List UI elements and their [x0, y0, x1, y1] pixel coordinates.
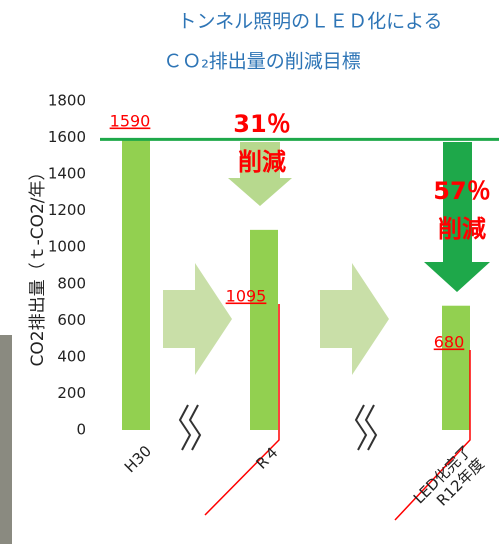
y-tick-label: 1800 [48, 92, 86, 110]
data-label: 1095 [226, 287, 267, 306]
y-tick-label: 1200 [48, 201, 86, 219]
y-tick-label: 1000 [48, 238, 86, 256]
arrow [163, 263, 232, 375]
chart-title: トンネル照明のＬＥＤ化による [177, 11, 442, 33]
y-tick-label: 200 [57, 384, 86, 402]
y-tick-label: 600 [57, 311, 86, 329]
axis-break [354, 404, 378, 451]
photo-edge [0, 335, 12, 544]
arrow [320, 263, 389, 375]
leader-line [394, 350, 471, 521]
arrow [228, 142, 292, 206]
arrow [424, 142, 490, 292]
data-label: 680 [434, 333, 465, 352]
y-tick-label: 0 [76, 421, 86, 439]
y-tick-label: 1400 [48, 165, 86, 183]
annotation: 削減 [238, 148, 286, 176]
data-label: 1590 [110, 112, 151, 131]
y-tick-label: 1600 [48, 128, 86, 146]
bar [122, 139, 150, 430]
chart-title: ＣＯ₂排出量の削減目標 [163, 51, 361, 73]
bar [250, 229, 278, 430]
annotation: 削減 [438, 215, 486, 243]
annotation: 57％ [433, 177, 490, 205]
bar [442, 305, 470, 430]
y-tick-label: 400 [57, 347, 86, 365]
y-axis-label: CO2排出量（ｔ-CO2/年） [28, 164, 48, 367]
leader-line [204, 304, 280, 516]
y-tick-label: 800 [57, 274, 86, 292]
annotation: 31％ [233, 110, 290, 138]
axis-break [178, 404, 202, 451]
